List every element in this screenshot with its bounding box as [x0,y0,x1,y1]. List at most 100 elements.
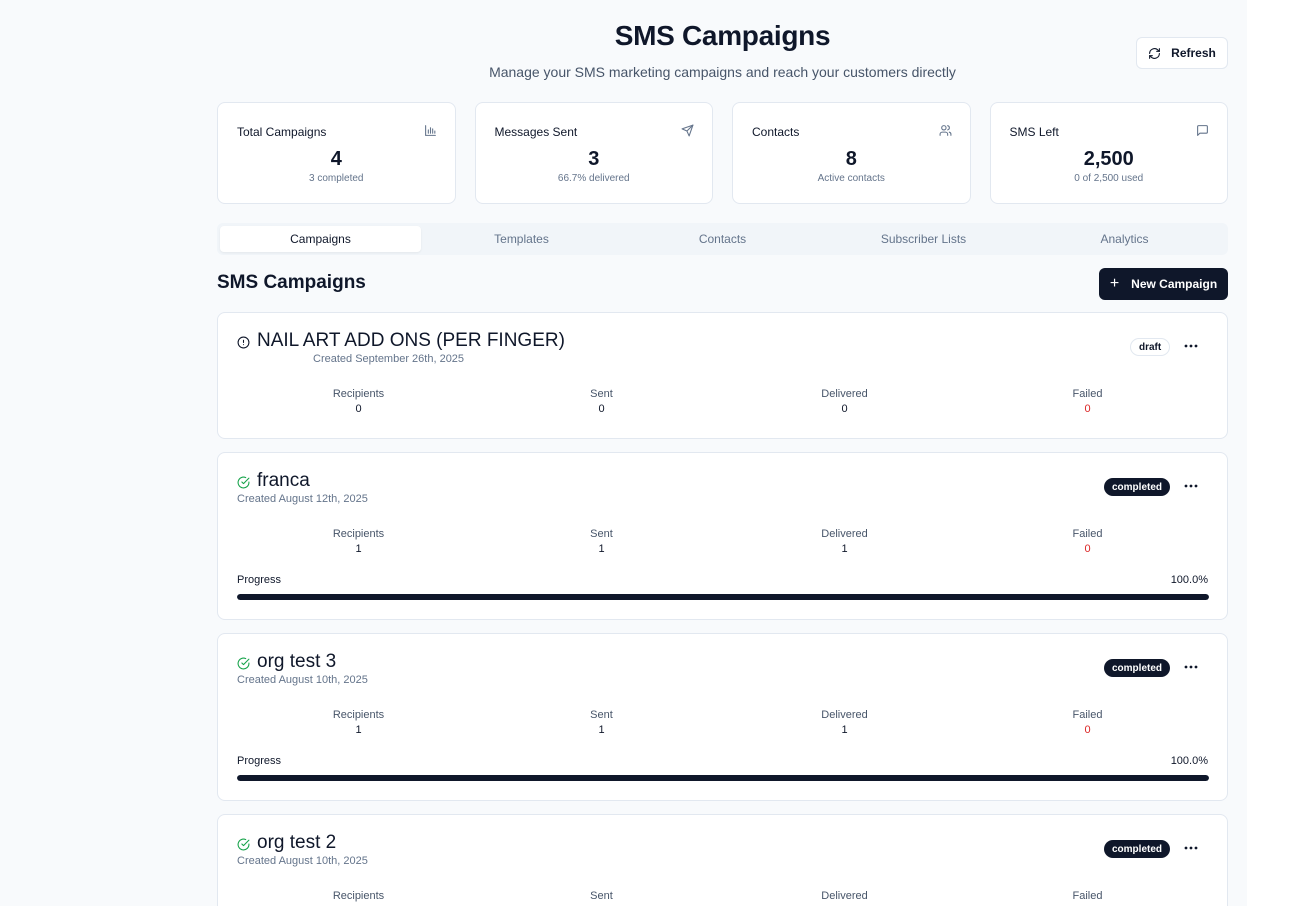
metric-delivered: Delivered [723,890,966,902]
metric-value: 0 [355,403,362,415]
metric-failed: Failed 0 [966,388,1209,415]
stat-card-messages-sent: Messages Sent 3 66.7% delivered [474,102,713,204]
progress-value: 100.0% [1170,755,1208,767]
metric-recipients: Recipients 1 [237,528,480,555]
campaign-name: org test 2 [257,832,337,853]
refresh-icon [1149,47,1161,59]
stat-card-contacts: Contacts 8 Active contacts [732,102,971,204]
more-options-button[interactable] [1182,658,1200,676]
campaign-name: org test 3 [257,651,337,672]
page-header: SMS Campaigns Manage your SMS marketing … [217,20,1228,84]
page-subtitle: Manage your SMS marketing campaigns and … [489,64,956,80]
stat-sub: Active contacts [817,173,885,184]
more-options-button[interactable] [1182,337,1200,355]
tab-analytics[interactable]: Analytics [1100,232,1149,246]
more-horizontal-icon [1184,846,1198,850]
campaign-card[interactable]: franca Created August 12th, 2025 complet… [217,452,1228,620]
campaign-card[interactable]: org test 3 Created August 10th, 2025 com… [217,633,1228,801]
metric-value: 1 [598,543,605,555]
metric-label: Delivered [821,388,868,400]
metric-label: Sent [590,709,613,721]
status-badge: completed [1104,659,1171,677]
stats-row: Total Campaigns 4 3 completed Messages S… [217,102,1228,204]
stat-label: Messages Sent [494,125,578,139]
metric-value: 1 [355,543,362,555]
users-icon [939,125,951,136]
more-horizontal-icon [1184,344,1198,348]
stat-sub: 66.7% delivered [557,173,630,184]
stat-label: SMS Left [1009,125,1059,139]
metric-value: 0 [1084,543,1091,555]
stat-value: 8 [845,148,857,170]
tab-templates[interactable]: Templates [494,232,549,246]
metric-value: 1 [841,724,848,736]
stat-label: Contacts [752,125,800,139]
campaign-metrics: Recipients 1 Sent 1 Delivered 1 Failed 0 [237,709,1209,736]
sms-campaigns-page: SMS Campaigns Manage your SMS marketing … [217,20,1228,906]
send-icon [681,124,694,137]
metric-sent: Sent 1 [480,709,723,736]
status-badge: completed [1104,840,1171,858]
metric-delivered: Delivered 1 [723,528,966,555]
metric-sent: Sent [480,890,723,902]
stat-card-sms-left: SMS Left 2,500 0 of 2,500 used [989,102,1228,204]
campaign-name: franca [257,470,310,491]
campaign-created-date: Created September 26th, 2025 [313,353,465,365]
stat-value: 3 [588,148,600,170]
metric-value: 0 [598,403,605,415]
metric-delivered: Delivered 1 [723,709,966,736]
metric-delivered: Delivered 0 [723,388,966,415]
campaign-created-date: Created August 10th, 2025 [237,855,368,867]
section-title: SMS Campaigns [217,272,366,293]
metric-recipients: Recipients [237,890,480,902]
campaign-card[interactable]: NAIL ART ADD ONS (PER FINGER) Created Se… [217,312,1228,439]
stat-sub: 3 completed [309,173,364,184]
metric-label: Recipients [332,890,385,902]
campaign-created-date: Created August 12th, 2025 [237,493,368,505]
plus-icon: + [1109,275,1120,292]
metric-value: 1 [841,543,848,555]
tab-contacts[interactable]: Contacts [698,232,747,246]
metric-value: 1 [355,724,362,736]
stat-label: Total Campaigns [237,125,327,139]
status-badge: draft [1130,338,1171,356]
metric-label: Recipients [332,528,385,540]
progress-bar [237,594,1209,600]
metric-label: Sent [590,528,613,540]
metric-label: Delivered [821,709,868,721]
campaign-metrics: Recipients 1 Sent 1 Delivered 1 Failed 0 [237,528,1209,555]
tab-subscriber-lists[interactable]: Subscriber Lists [880,232,967,246]
status-badge: completed [1104,478,1171,496]
page-title: SMS Campaigns [614,20,831,51]
metric-failed: Failed 0 [966,528,1209,555]
metric-label: Sent [590,388,613,400]
campaign-created-date: Created August 10th, 2025 [237,674,368,686]
more-options-button[interactable] [1182,477,1200,495]
check-circle-icon [237,838,250,851]
metric-label: Sent [590,890,613,902]
metric-value: 0 [1084,403,1091,415]
refresh-button[interactable]: Refresh [1136,37,1228,69]
message-square-icon [1197,125,1208,136]
metric-value: 0 [841,403,848,415]
progress-fill [237,594,1209,600]
metric-recipients: Recipients 1 [237,709,480,736]
refresh-label: Refresh [1171,46,1216,60]
tabs-bar: Campaigns Templates Contacts Subscriber … [217,223,1228,255]
tab-campaigns[interactable]: Campaigns [220,226,421,252]
more-options-button[interactable] [1182,839,1200,857]
new-campaign-button[interactable]: + New Campaign [1099,268,1228,300]
metric-label: Failed [1072,890,1103,902]
new-campaign-label: New Campaign [1131,277,1218,291]
check-circle-icon [237,476,250,489]
more-horizontal-icon [1184,484,1198,488]
progress-value: 100.0% [1170,574,1208,586]
metric-label: Recipients [332,709,385,721]
metric-recipients: Recipients 0 [237,388,480,415]
campaign-card[interactable]: org test 2 Created August 10th, 2025 com… [217,814,1228,906]
metric-label: Failed [1072,528,1103,540]
stat-card-total-campaigns: Total Campaigns 4 3 completed [217,102,456,204]
metric-label: Recipients [332,388,385,400]
progress-label: Progress [237,574,282,586]
campaign-name: NAIL ART ADD ONS (PER FINGER) [257,330,565,351]
